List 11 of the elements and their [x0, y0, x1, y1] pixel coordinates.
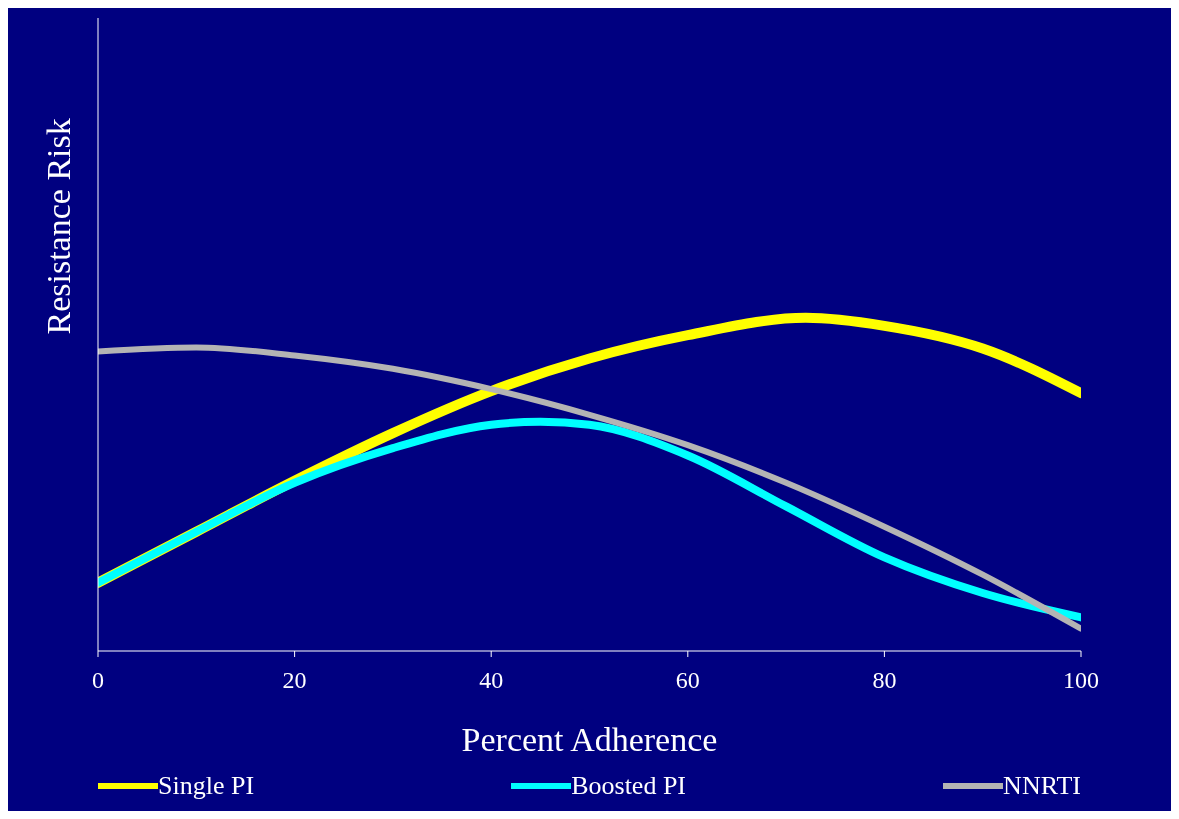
x-tick-label: 40: [479, 667, 504, 694]
x-axis-title: Percent Adherence: [461, 721, 718, 758]
x-tick-label: 100: [1063, 667, 1099, 694]
x-tick-label: 80: [872, 667, 897, 694]
y-axis-title: Resistance Risk: [40, 118, 78, 335]
legend-label: Single PI: [158, 771, 255, 801]
x-tick-label: 60: [675, 667, 700, 694]
x-tick-label: 0: [92, 667, 104, 694]
x-tick-label: 20: [282, 667, 307, 694]
legend-label: NNRTI: [1003, 771, 1081, 801]
legend-label: Boosted PI: [571, 771, 687, 801]
